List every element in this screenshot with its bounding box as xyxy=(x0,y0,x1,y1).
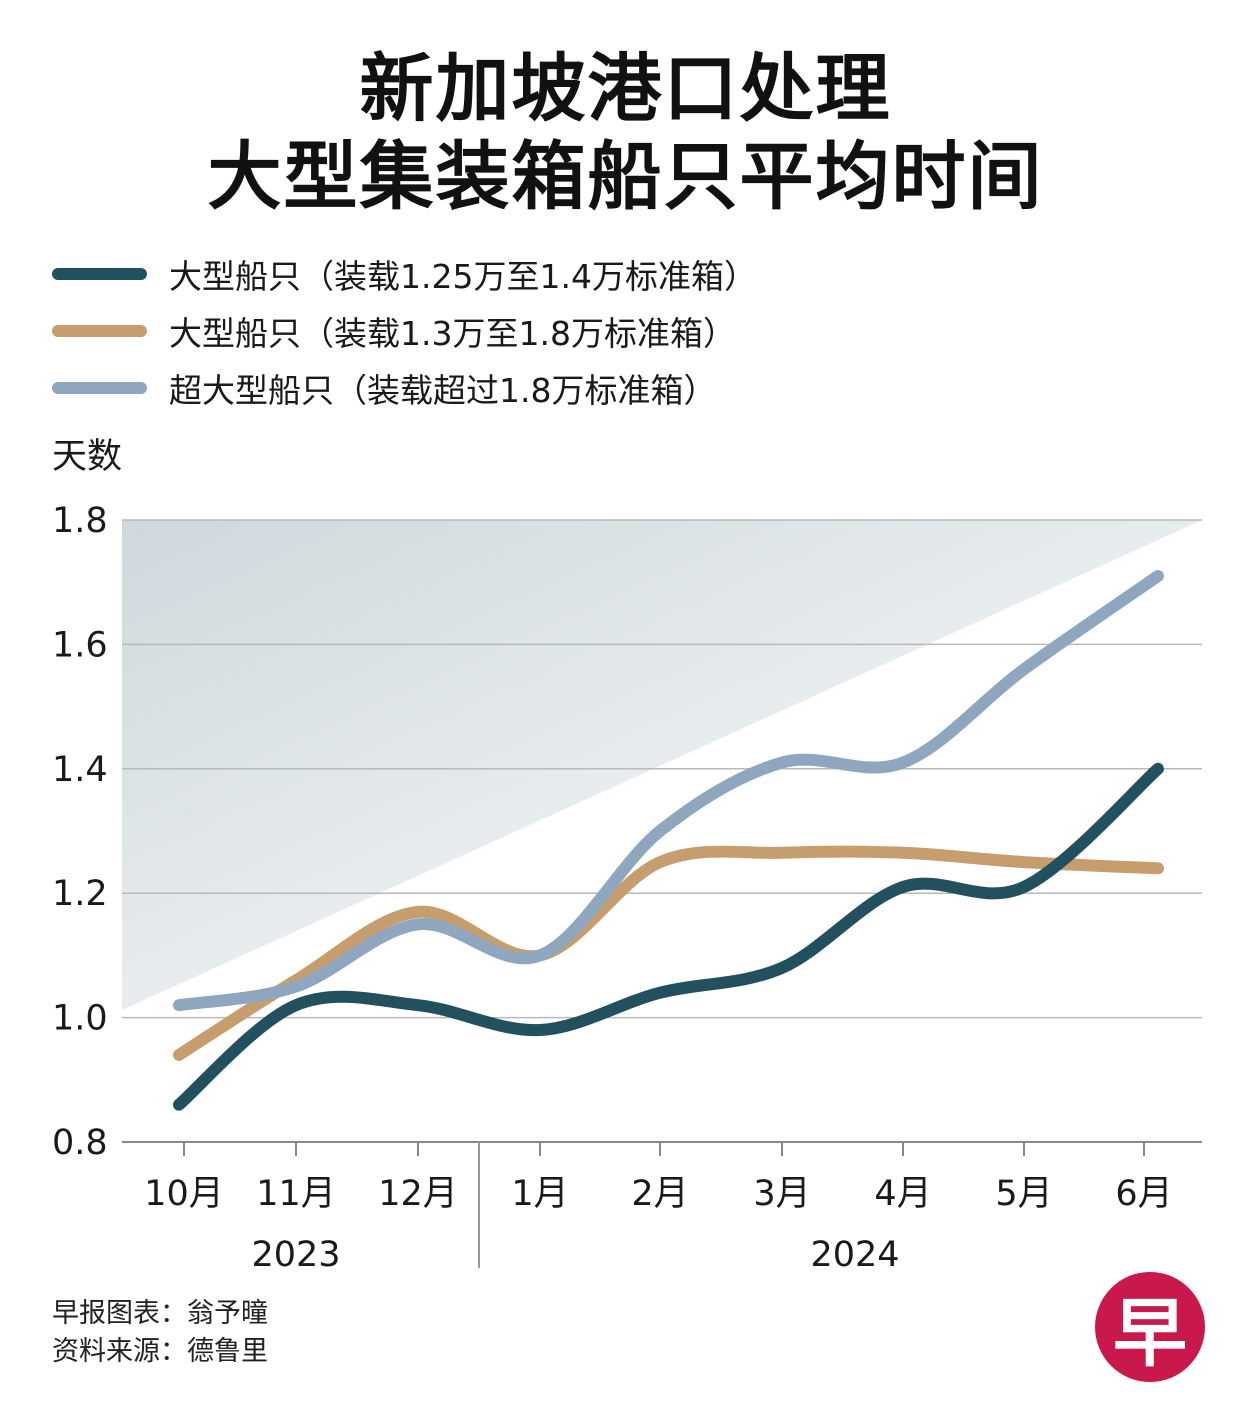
x-tick-label: 10月 xyxy=(144,1174,224,1214)
y-tick-label: 1.4 xyxy=(52,750,108,790)
legend-item-1: 大型船只（装载1.25万至1.4万标准箱） xyxy=(52,245,757,302)
year-label: 2024 xyxy=(810,1235,899,1275)
legend-swatch-1 xyxy=(52,267,147,280)
year-label: 2023 xyxy=(251,1235,340,1275)
legend-swatch-2 xyxy=(52,324,147,337)
y-tick-label: 1.2 xyxy=(52,874,108,914)
series-line-2 xyxy=(173,845,1164,1061)
chart-credit: 早报图表：翁予曈 xyxy=(52,1298,268,1329)
line-chart: 0.8 1.0 1.2 1.4 1.6 1.8 10月 11月 12月 1月 2月 3月 4月 5月 6月… xyxy=(52,501,1202,1275)
x-tick-label: 3月 xyxy=(753,1174,810,1214)
x-tick-label: 1月 xyxy=(511,1174,568,1214)
credits: 早报图表：翁予曈 资料来源：德鲁里 xyxy=(52,1295,268,1371)
x-tick-label: 11月 xyxy=(256,1174,336,1214)
legend-label-3: 超大型船只（装载超过1.8万标准箱） xyxy=(169,370,717,410)
y-tick-label: 1.8 xyxy=(52,501,108,541)
legend-swatch-3 xyxy=(52,381,147,394)
legend: 大型船只（装载1.25万至1.4万标准箱） 大型船只（装载1.3万至1.8万标准… xyxy=(52,245,757,416)
port-background-image xyxy=(122,520,1202,1010)
y-tick-label: 1.0 xyxy=(52,999,108,1039)
series-line-1 xyxy=(173,762,1164,1111)
y-axis-label: 天数 xyxy=(52,437,123,477)
legend-item-2: 大型船只（装载1.3万至1.8万标准箱） xyxy=(52,302,757,359)
data-source: 资料来源：德鲁里 xyxy=(52,1336,268,1367)
x-tick-label: 12月 xyxy=(378,1174,458,1214)
legend-label-2: 大型船只（装载1.3万至1.8万标准箱） xyxy=(169,313,736,353)
x-tick-label: 2月 xyxy=(631,1174,688,1214)
zaobao-logo: 早 xyxy=(1095,1272,1205,1382)
series-line-3 xyxy=(173,569,1164,1012)
y-tick-label: 1.6 xyxy=(52,625,108,665)
chart-title-line2: 大型集装箱船只平均时间 xyxy=(207,134,1044,220)
x-tick-label: 4月 xyxy=(874,1174,931,1214)
legend-label-1: 大型船只（装载1.25万至1.4万标准箱） xyxy=(169,256,757,296)
x-tick-label: 6月 xyxy=(1115,1174,1172,1214)
x-tick-label: 5月 xyxy=(995,1174,1052,1214)
legend-item-3: 超大型船只（装载超过1.8万标准箱） xyxy=(52,359,757,416)
chart-title-line1: 新加坡港口处理 xyxy=(359,46,892,132)
y-tick-label: 0.8 xyxy=(52,1123,108,1163)
